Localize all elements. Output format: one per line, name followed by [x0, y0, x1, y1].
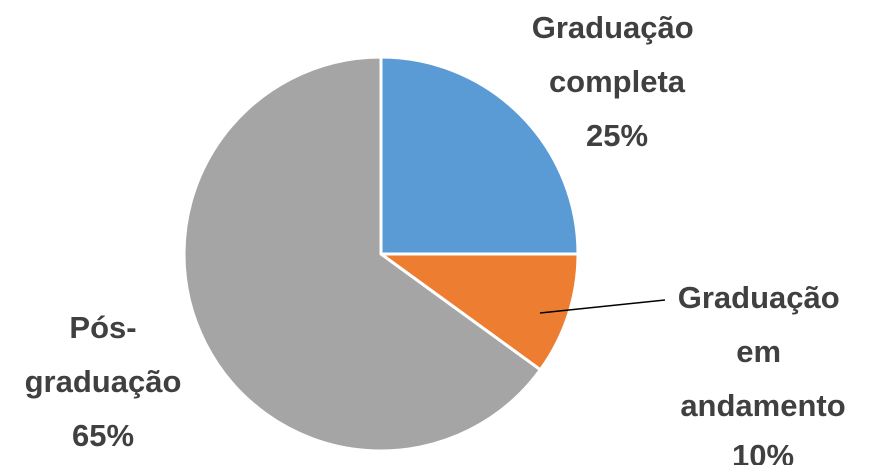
pie-slice — [182, 55, 543, 453]
slice-label: Graduação em andamento — [678, 280, 849, 423]
value-label: 65% — [72, 418, 134, 453]
value-label: 25% — [586, 118, 648, 153]
slice-label-line: Graduação — [532, 10, 703, 45]
slice-label-line: completa — [549, 64, 686, 99]
slice-label-line: Graduação — [678, 280, 849, 315]
pie-slice — [379, 55, 580, 256]
slice-label-line: em — [736, 334, 789, 369]
pie-slice — [376, 252, 580, 372]
value-label: 10% — [732, 438, 794, 465]
slice-label: Graduação completa — [532, 10, 703, 99]
slice-label-line: graduação — [25, 364, 182, 399]
slice-label: Pós-graduação — [25, 310, 182, 399]
leader-line — [539, 299, 666, 314]
slice-label-line: andamento — [680, 388, 845, 423]
slice-label-line: Pós- — [69, 310, 136, 345]
